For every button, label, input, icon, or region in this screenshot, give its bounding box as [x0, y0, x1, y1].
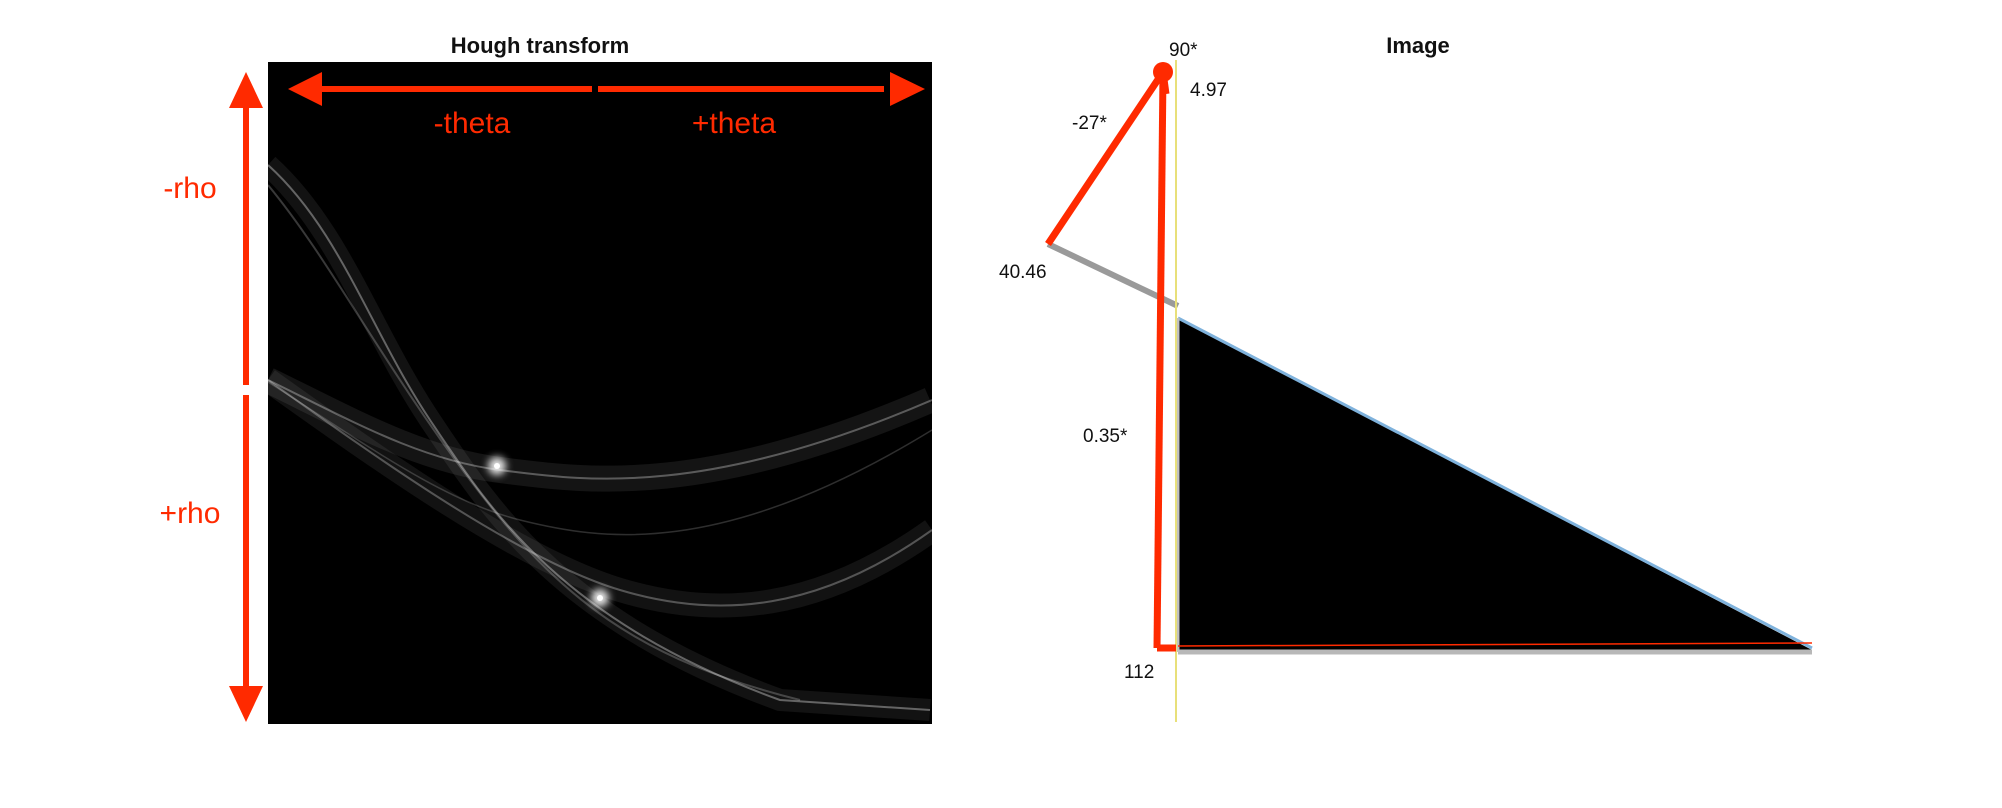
hough-curve-1	[268, 164, 931, 711]
image-panel: Image 90* 4.97 -27* 40.46 0.35* 112	[999, 33, 1813, 722]
angle-neg27-label: -27*	[1072, 113, 1107, 134]
gray-extension-line	[1046, 241, 1180, 309]
origin-dot	[1153, 62, 1173, 82]
hough-band-glow	[268, 156, 932, 721]
pos-theta-label: +theta	[692, 107, 777, 140]
triangle-base-red-line	[1177, 642, 1813, 647]
hough-curves	[268, 156, 932, 721]
hough-title: Hough transform	[451, 33, 629, 58]
hough-peak-2-core	[597, 595, 603, 601]
neg-rho-label: -rho	[163, 172, 216, 205]
rho-arrow	[229, 72, 263, 722]
neg-theta-label: -theta	[434, 107, 511, 140]
hough-peak-1-core	[494, 463, 500, 469]
hough-curve-lines	[268, 164, 932, 711]
hough-curve-3	[268, 379, 932, 480]
angle-035-label: 0.35*	[1083, 426, 1128, 447]
vector-neg27	[1045, 70, 1166, 246]
triangle-hypotenuse	[1177, 316, 1813, 650]
rho-vectors	[1045, 70, 1176, 652]
image-title: Image	[1386, 33, 1450, 58]
distance-left-label: 40.46	[999, 262, 1047, 283]
angle-90-label: 90*	[1169, 40, 1198, 61]
vector-035	[1153, 71, 1167, 649]
rho-arrow-bottom-head	[229, 686, 263, 722]
theta-arrow	[288, 72, 925, 106]
hough-panel: Hough transform	[160, 33, 932, 724]
theta-arrow-right-head	[890, 72, 925, 106]
hough-image-background	[268, 62, 932, 724]
distance-top-label: 4.97	[1190, 80, 1227, 101]
rho-arrow-top-head	[229, 72, 263, 108]
theta-arrow-left-head	[288, 72, 322, 106]
pos-rho-label: +rho	[160, 497, 221, 530]
hough-curve-2	[268, 184, 801, 701]
hough-curve-5	[268, 381, 932, 536]
distance-bottom-label: 112	[1124, 662, 1154, 683]
hough-curve-4	[268, 379, 932, 607]
